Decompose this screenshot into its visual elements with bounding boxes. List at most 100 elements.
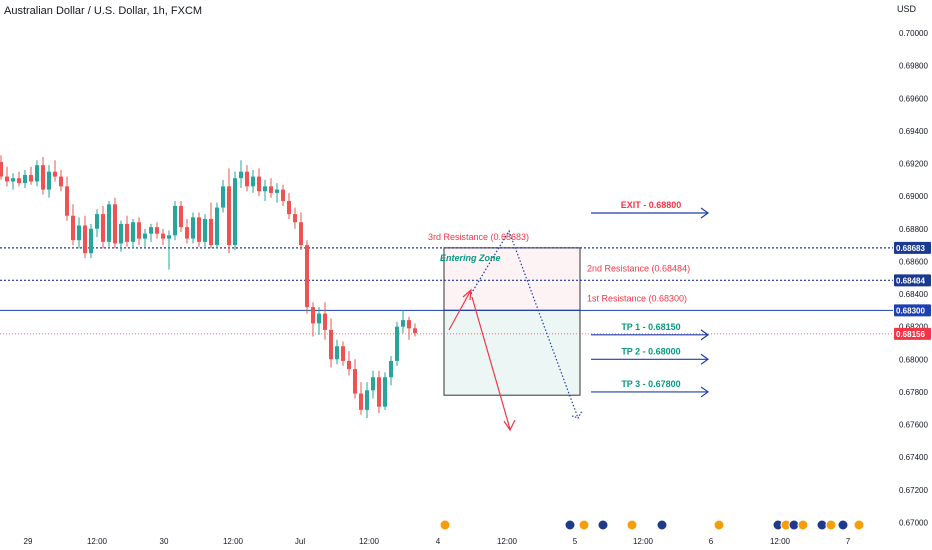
candle-body[interactable] — [35, 165, 39, 182]
candle-body[interactable] — [119, 223, 123, 244]
candle-body[interactable] — [23, 174, 27, 184]
candle-body[interactable] — [305, 245, 309, 308]
candle-body[interactable] — [263, 186, 267, 192]
candle-body[interactable] — [0, 161, 3, 177]
candle-body[interactable] — [59, 176, 63, 187]
candle-body[interactable] — [179, 205, 183, 228]
candle-body[interactable] — [245, 171, 249, 187]
candle-body[interactable] — [53, 171, 57, 177]
candle-body[interactable] — [251, 176, 255, 187]
candle-body[interactable] — [407, 320, 411, 329]
candle-body[interactable] — [383, 377, 387, 407]
candle-body[interactable] — [47, 171, 51, 190]
target-arrowhead — [700, 386, 710, 398]
tp-zone-box[interactable] — [443, 309, 581, 396]
event-marker-icon[interactable] — [597, 519, 609, 531]
candle-body[interactable] — [353, 369, 357, 394]
price-axis[interactable]: 0.70000 0.69800 0.69600 0.69400 0.69200 0.690… — [894, 29, 931, 527]
entry-zone-box[interactable] — [443, 247, 581, 311]
candle-body[interactable] — [203, 218, 207, 242]
candle-body[interactable] — [149, 227, 153, 234]
candle-body[interactable] — [131, 222, 135, 242]
candle-body[interactable] — [161, 233, 165, 239]
candle-body[interactable] — [77, 225, 81, 241]
candle-body[interactable] — [281, 189, 285, 202]
event-marker-icon[interactable] — [713, 519, 725, 531]
candle-body[interactable] — [299, 222, 303, 246]
event-marker-icon[interactable] — [564, 519, 576, 531]
event-marker-icon[interactable] — [825, 519, 837, 531]
candle-body[interactable] — [215, 207, 219, 246]
candle-body[interactable] — [311, 307, 315, 324]
candle-body[interactable] — [41, 165, 45, 190]
event-marker-icon[interactable] — [656, 519, 668, 531]
candle-body[interactable] — [323, 313, 327, 330]
candle-body[interactable] — [137, 222, 141, 239]
drop-arrow — [471, 296, 511, 430]
candle-body[interactable] — [71, 215, 75, 241]
candle-body[interactable] — [221, 186, 225, 208]
candle-body[interactable] — [293, 214, 297, 223]
candle-body[interactable] — [65, 186, 69, 216]
candle-body[interactable] — [197, 217, 201, 242]
candle-body[interactable] — [173, 205, 177, 236]
candle-body[interactable] — [365, 390, 369, 410]
candle-body[interactable] — [233, 178, 237, 246]
candle-body[interactable] — [347, 360, 351, 370]
candle-body[interactable] — [269, 186, 273, 193]
candle-body[interactable] — [275, 189, 279, 193]
candle-body[interactable] — [95, 214, 99, 229]
candle-body[interactable] — [143, 233, 147, 239]
candle-body[interactable] — [377, 377, 381, 407]
price-lines-layer — [0, 247, 893, 335]
price-tick: 0.69600 — [899, 94, 928, 103]
price-tick: 0.67200 — [899, 486, 928, 495]
candle-body[interactable] — [359, 393, 363, 410]
event-marker-icon[interactable] — [626, 519, 638, 531]
candle-body[interactable] — [413, 328, 417, 334]
candle-body[interactable] — [317, 313, 321, 324]
price-tick: 0.68200 — [899, 323, 928, 332]
candle-body[interactable] — [83, 225, 87, 254]
candle-body[interactable] — [371, 377, 375, 391]
candle-body[interactable] — [209, 218, 213, 246]
candle-body[interactable] — [113, 204, 117, 244]
price-tick: 0.69400 — [899, 127, 928, 136]
price-tick: 0.67000 — [899, 518, 928, 527]
candle-body[interactable] — [257, 176, 261, 192]
candle-body[interactable] — [101, 214, 105, 242]
candle-body[interactable] — [227, 186, 231, 246]
price-badge[interactable] — [894, 327, 931, 340]
event-marker-icon[interactable] — [853, 519, 865, 531]
candle-body[interactable] — [11, 178, 15, 182]
price-badge[interactable] — [894, 274, 931, 287]
candle-body[interactable] — [335, 346, 339, 360]
event-marker-icon[interactable] — [578, 519, 590, 531]
candle-body[interactable] — [167, 235, 171, 239]
price-badge[interactable] — [894, 304, 931, 317]
candle-body[interactable] — [185, 227, 189, 239]
event-marker-icon[interactable] — [797, 519, 809, 531]
price-tick: 0.68000 — [899, 355, 928, 364]
time-axis[interactable]: 29 12:00 30 12:00 Jul 12:00 4 12:00 5 12:00 6 12:00… — [24, 519, 865, 546]
candle-body[interactable] — [239, 171, 243, 179]
event-marker-icon[interactable] — [837, 519, 849, 531]
candle-body[interactable] — [329, 329, 333, 360]
candle-body[interactable] — [287, 201, 291, 215]
price-badge[interactable] — [894, 241, 931, 254]
candle-body[interactable] — [341, 346, 345, 361]
candle-body[interactable] — [29, 174, 33, 182]
event-marker-icon[interactable] — [439, 519, 451, 531]
candle-body[interactable] — [389, 360, 393, 378]
candle-body[interactable] — [155, 227, 159, 234]
price-tick: 0.69200 — [899, 160, 928, 169]
candle-body[interactable] — [125, 223, 129, 242]
candle-body[interactable] — [191, 217, 195, 239]
candle-body[interactable] — [401, 320, 405, 327]
candle-body[interactable] — [17, 178, 21, 184]
candle-body[interactable] — [89, 228, 93, 254]
candle-body[interactable] — [107, 204, 111, 242]
candle-body[interactable] — [395, 326, 399, 361]
candle-body[interactable] — [5, 176, 9, 182]
